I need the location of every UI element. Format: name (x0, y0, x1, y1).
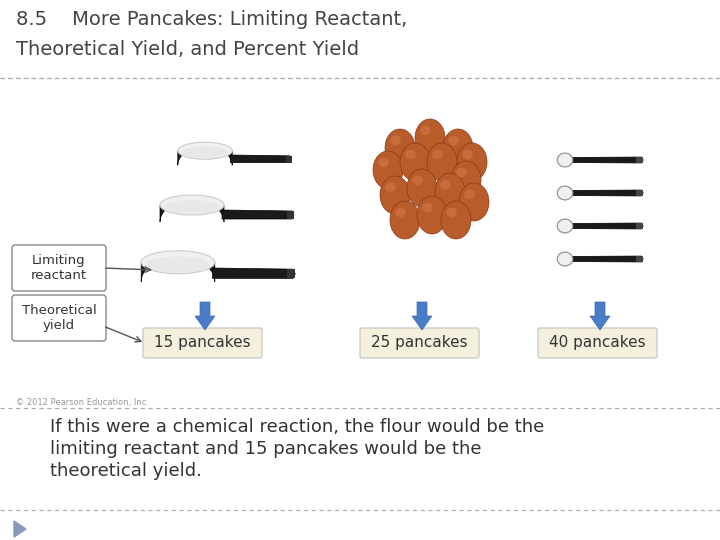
Text: limiting reactant and 15 pancakes would be the: limiting reactant and 15 pancakes would … (50, 440, 482, 458)
Ellipse shape (181, 146, 228, 158)
Polygon shape (571, 190, 643, 196)
Text: Theoretical
yield: Theoretical yield (22, 304, 96, 332)
FancyBboxPatch shape (360, 328, 479, 358)
Ellipse shape (164, 200, 220, 214)
Ellipse shape (557, 186, 572, 200)
Ellipse shape (160, 195, 224, 215)
Ellipse shape (449, 136, 459, 145)
Ellipse shape (380, 176, 410, 214)
Text: theoretical yield.: theoretical yield. (50, 462, 202, 480)
Polygon shape (636, 256, 643, 262)
Ellipse shape (422, 202, 433, 212)
Polygon shape (141, 256, 215, 282)
Ellipse shape (557, 186, 572, 200)
Text: © 2012 Pearson Education, Inc.: © 2012 Pearson Education, Inc. (16, 398, 149, 407)
Ellipse shape (456, 167, 467, 177)
Ellipse shape (178, 142, 232, 159)
Text: Theoretical Yield, and Percent Yield: Theoretical Yield, and Percent Yield (16, 40, 359, 59)
Ellipse shape (457, 143, 487, 181)
Ellipse shape (373, 151, 403, 189)
Polygon shape (571, 157, 643, 163)
Polygon shape (222, 210, 294, 219)
Polygon shape (14, 521, 26, 537)
Ellipse shape (405, 150, 415, 159)
Polygon shape (287, 269, 295, 278)
Ellipse shape (557, 219, 572, 233)
FancyBboxPatch shape (12, 295, 106, 341)
Polygon shape (160, 200, 224, 222)
Polygon shape (230, 155, 292, 163)
Ellipse shape (395, 208, 406, 217)
Polygon shape (212, 268, 295, 278)
Ellipse shape (420, 126, 431, 135)
FancyBboxPatch shape (538, 328, 657, 358)
FancyArrow shape (412, 302, 432, 330)
Ellipse shape (415, 119, 445, 157)
Ellipse shape (385, 183, 396, 192)
Polygon shape (636, 157, 643, 163)
Ellipse shape (557, 153, 572, 167)
FancyArrow shape (195, 302, 215, 330)
Ellipse shape (400, 143, 430, 181)
Text: If this were a chemical reaction, the flour would be the: If this were a chemical reaction, the fl… (50, 418, 544, 436)
Ellipse shape (427, 143, 457, 181)
Ellipse shape (464, 190, 474, 199)
Polygon shape (636, 190, 643, 196)
Ellipse shape (407, 169, 437, 207)
FancyBboxPatch shape (12, 245, 106, 291)
Polygon shape (286, 156, 292, 163)
Polygon shape (571, 256, 643, 262)
Text: 15 pancakes: 15 pancakes (154, 335, 251, 350)
Text: 8.5    More Pancakes: Limiting Reactant,: 8.5 More Pancakes: Limiting Reactant, (16, 10, 408, 29)
FancyBboxPatch shape (143, 328, 262, 358)
FancyArrow shape (590, 302, 610, 330)
Ellipse shape (432, 150, 443, 159)
Ellipse shape (446, 208, 456, 217)
Text: 40 pancakes: 40 pancakes (549, 335, 646, 350)
Polygon shape (636, 223, 643, 229)
Ellipse shape (557, 252, 572, 266)
Text: 25 pancakes: 25 pancakes (372, 335, 468, 350)
Ellipse shape (141, 251, 215, 274)
Ellipse shape (443, 129, 473, 167)
Ellipse shape (435, 173, 465, 211)
Text: Limiting
reactant: Limiting reactant (31, 254, 87, 282)
Ellipse shape (385, 129, 415, 167)
Polygon shape (287, 211, 294, 219)
Ellipse shape (146, 256, 210, 273)
Ellipse shape (440, 180, 451, 189)
Ellipse shape (557, 219, 572, 233)
Polygon shape (571, 223, 643, 229)
Ellipse shape (462, 150, 473, 159)
Polygon shape (178, 146, 232, 165)
Ellipse shape (417, 196, 447, 234)
Ellipse shape (413, 176, 423, 185)
Ellipse shape (390, 201, 420, 239)
Ellipse shape (459, 183, 489, 221)
Ellipse shape (390, 136, 401, 145)
Ellipse shape (557, 153, 572, 167)
Ellipse shape (557, 252, 572, 266)
Ellipse shape (441, 201, 471, 239)
Ellipse shape (378, 158, 389, 167)
Ellipse shape (451, 161, 481, 199)
